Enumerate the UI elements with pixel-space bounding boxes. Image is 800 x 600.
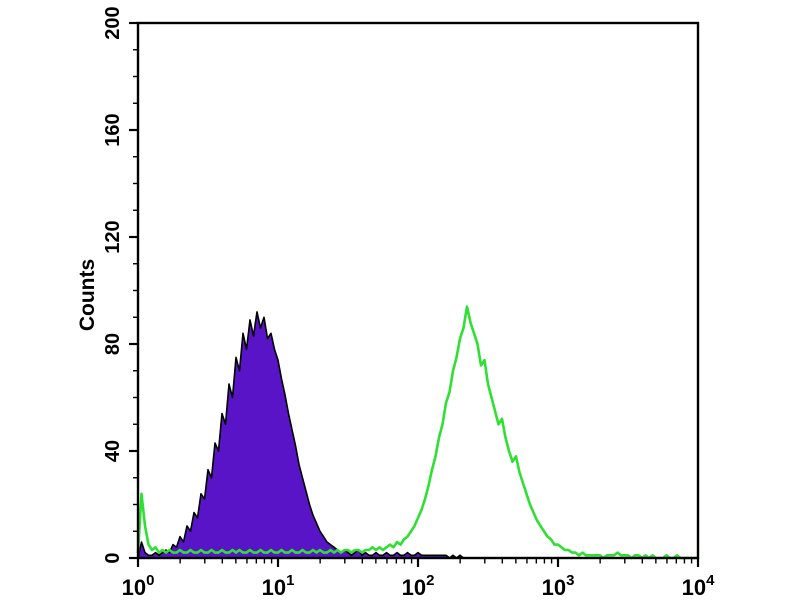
x-tick-label: 101 [262,572,295,600]
x-tick-label: 102 [402,572,435,600]
x-tick-label: 104 [682,572,715,600]
y-tick-label: 40 [102,440,124,462]
y-tick-label: 0 [102,552,124,563]
purple-filled-series [137,311,465,559]
x-tick-label: 100 [122,572,155,600]
axis-label-layer: 0 40 80 120 160 200 100 101 102 103 104 [102,6,715,600]
series-layer [136,305,700,560]
y-tick-label: 160 [102,113,124,146]
x-tick-label: 103 [542,572,575,600]
y-tick-label: 120 [102,220,124,253]
y-axis-title: Counts [76,259,99,331]
y-tick-label: 80 [102,333,124,355]
y-tick-label: 200 [102,6,124,39]
axis-tick-layer [129,21,700,567]
